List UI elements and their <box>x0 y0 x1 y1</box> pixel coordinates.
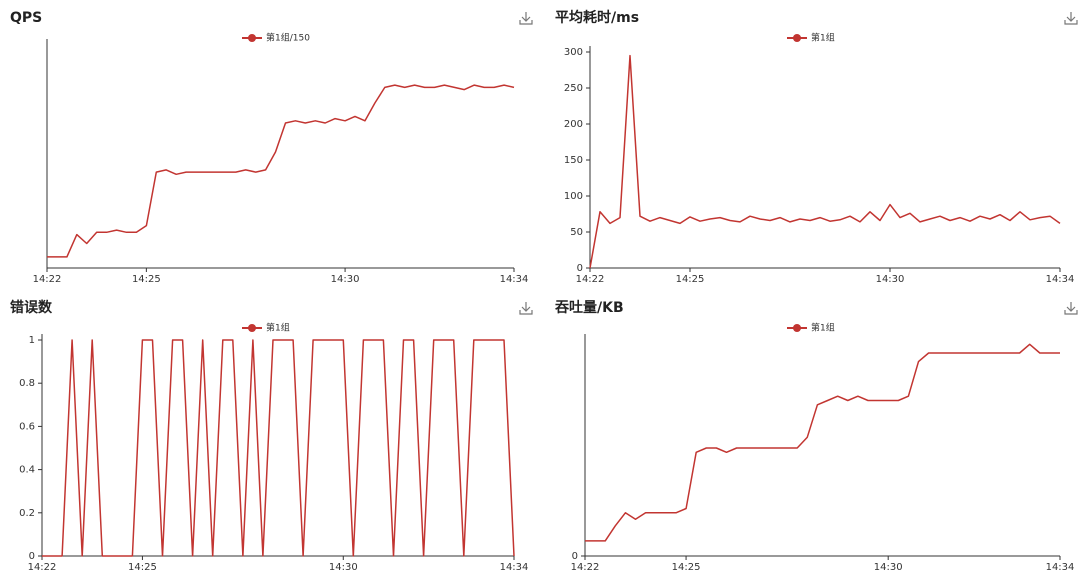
x-tick-label: 14:34 <box>1046 274 1075 285</box>
download-button[interactable] <box>519 12 533 25</box>
x-tick-label: 14:30 <box>876 274 905 285</box>
x-tick-label: 14:34 <box>1046 562 1075 573</box>
y-tick-label: 0.4 <box>19 465 35 476</box>
x-tick-label: 14:30 <box>331 274 360 285</box>
y-tick-label: 250 <box>564 83 583 94</box>
legend-marker <box>248 34 256 42</box>
x-tick-label: 14:30 <box>874 562 903 573</box>
y-tick-label: 50 <box>570 227 583 238</box>
chart-title: QPS <box>10 10 42 26</box>
x-tick-label: 14:22 <box>33 274 62 285</box>
legend-label: 第1组 <box>266 322 290 334</box>
y-tick-label: 0 <box>577 263 583 274</box>
legend-marker <box>793 324 801 332</box>
x-tick-label: 14:22 <box>571 562 600 573</box>
download-button[interactable] <box>1064 12 1078 25</box>
y-tick-label: 1 <box>29 335 35 346</box>
y-tick-label: 100 <box>564 191 583 202</box>
y-tick-label: 300 <box>564 47 583 58</box>
y-tick-label: 150 <box>564 155 583 166</box>
data-line <box>589 54 1061 269</box>
chart-title: 平均耗时/ms <box>555 9 639 26</box>
legend-label: 第1组 <box>811 32 835 44</box>
chart-title: 吞吐量/KB <box>555 300 624 316</box>
download-button[interactable] <box>519 302 533 315</box>
x-tick-label: 14:25 <box>676 274 705 285</box>
legend-marker <box>793 34 801 42</box>
legend-marker <box>248 324 256 332</box>
data-line <box>42 339 515 557</box>
x-tick-label: 14:22 <box>28 562 57 573</box>
x-tick-label: 14:30 <box>329 562 358 573</box>
x-tick-label: 14:22 <box>576 274 605 285</box>
data-line <box>47 84 515 258</box>
x-tick-label: 14:34 <box>500 562 529 573</box>
download-button[interactable] <box>1064 302 1078 315</box>
y-tick-label: 0.6 <box>19 421 35 432</box>
x-tick-label: 14:25 <box>132 274 161 285</box>
chart-title: 错误数 <box>10 299 53 316</box>
x-tick-label: 14:25 <box>128 562 157 573</box>
y-tick-label: 0 <box>29 551 35 562</box>
y-tick-label: 0.8 <box>19 378 35 389</box>
y-tick-label: 0 <box>572 551 578 562</box>
data-line <box>585 343 1060 542</box>
x-tick-label: 14:34 <box>500 274 529 285</box>
y-tick-label: 200 <box>564 119 583 130</box>
y-tick-label: 0.2 <box>19 508 35 519</box>
legend-label: 第1组 <box>811 322 835 334</box>
legend-label: 第1组/150 <box>266 32 310 44</box>
x-tick-label: 14:25 <box>672 562 701 573</box>
